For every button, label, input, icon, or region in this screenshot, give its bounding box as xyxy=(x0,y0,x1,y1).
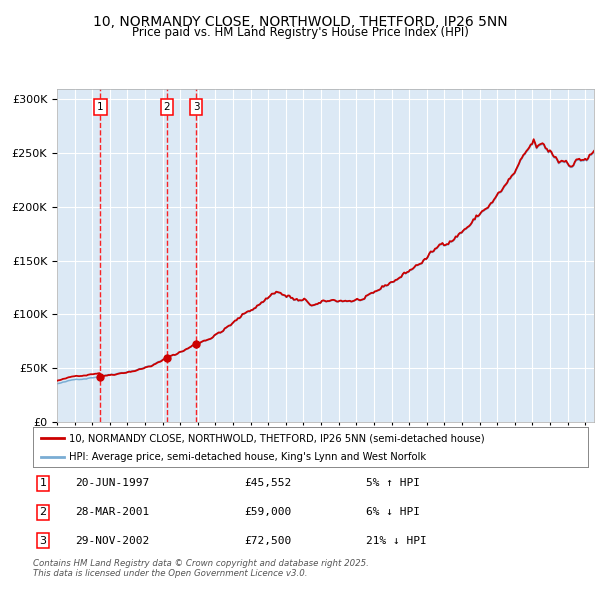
Text: 10, NORMANDY CLOSE, NORTHWOLD, THETFORD, IP26 5NN (semi-detached house): 10, NORMANDY CLOSE, NORTHWOLD, THETFORD,… xyxy=(69,434,485,444)
Text: 6% ↓ HPI: 6% ↓ HPI xyxy=(366,507,420,517)
Text: £59,000: £59,000 xyxy=(244,507,291,517)
Text: 28-MAR-2001: 28-MAR-2001 xyxy=(74,507,149,517)
Text: 20-JUN-1997: 20-JUN-1997 xyxy=(74,478,149,489)
Text: £45,552: £45,552 xyxy=(244,478,291,489)
Text: 1: 1 xyxy=(40,478,46,489)
Text: 10, NORMANDY CLOSE, NORTHWOLD, THETFORD, IP26 5NN: 10, NORMANDY CLOSE, NORTHWOLD, THETFORD,… xyxy=(92,15,508,29)
Text: 3: 3 xyxy=(193,102,200,112)
Text: 3: 3 xyxy=(40,536,46,546)
Text: Price paid vs. HM Land Registry's House Price Index (HPI): Price paid vs. HM Land Registry's House … xyxy=(131,26,469,39)
Text: 5% ↑ HPI: 5% ↑ HPI xyxy=(366,478,420,489)
Text: Contains HM Land Registry data © Crown copyright and database right 2025.
This d: Contains HM Land Registry data © Crown c… xyxy=(33,559,369,578)
Text: 1: 1 xyxy=(97,102,104,112)
Text: 2: 2 xyxy=(40,507,47,517)
Text: HPI: Average price, semi-detached house, King's Lynn and West Norfolk: HPI: Average price, semi-detached house,… xyxy=(69,453,426,462)
Text: 29-NOV-2002: 29-NOV-2002 xyxy=(74,536,149,546)
Text: 21% ↓ HPI: 21% ↓ HPI xyxy=(366,536,427,546)
Text: 2: 2 xyxy=(164,102,170,112)
Text: £72,500: £72,500 xyxy=(244,536,291,546)
